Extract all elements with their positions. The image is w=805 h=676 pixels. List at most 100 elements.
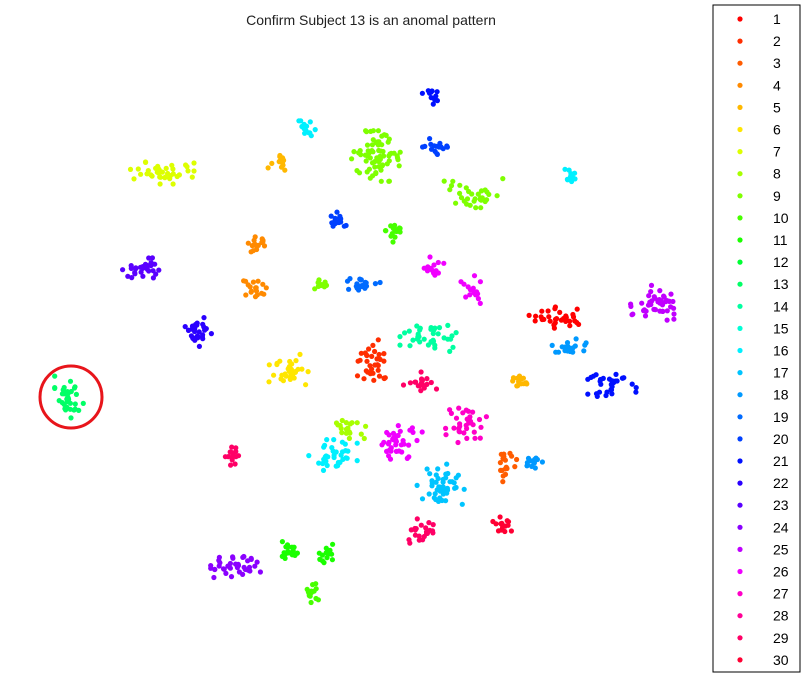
point-subject-26	[465, 284, 471, 290]
point-subject-11	[294, 550, 300, 556]
point-subject-29	[227, 449, 233, 455]
point-subject-9	[386, 136, 392, 142]
point-subject-16	[302, 124, 308, 130]
point-subject-9	[369, 160, 376, 166]
legend-marker-18	[737, 392, 743, 398]
point-subject-16	[335, 459, 341, 466]
point-subject-25	[664, 317, 670, 323]
point-subject-11	[289, 544, 295, 550]
point-subject-24	[252, 563, 258, 569]
point-subject-17	[414, 482, 420, 488]
point-subject-21	[425, 88, 431, 94]
point-subject-22	[208, 331, 214, 337]
point-subject-11	[283, 544, 289, 550]
point-subject-11	[330, 541, 336, 547]
legend-marker-9	[737, 193, 743, 199]
point-subject-14	[406, 328, 412, 334]
point-subject-6	[305, 369, 311, 375]
point-subject-9	[376, 147, 382, 154]
point-subject-18	[524, 462, 531, 468]
point-subject-13	[67, 406, 73, 412]
point-subject-26	[477, 279, 483, 285]
point-subject-8	[358, 431, 364, 437]
series-30	[490, 514, 514, 535]
point-subject-13	[72, 384, 78, 390]
legend-marker-11	[737, 237, 743, 243]
point-subject-21	[597, 378, 603, 384]
series-3	[497, 450, 520, 485]
point-subject-27	[456, 426, 462, 432]
point-subject-19	[347, 276, 353, 282]
series-22	[182, 315, 214, 349]
point-subject-8	[339, 430, 345, 436]
point-subject-16	[343, 455, 349, 461]
point-subject-8	[361, 435, 367, 442]
point-subject-9	[386, 178, 392, 184]
point-subject-8	[347, 421, 353, 427]
point-subject-24	[246, 564, 253, 570]
point-subject-22	[200, 321, 206, 327]
legend-marker-25	[737, 546, 743, 553]
point-subject-17	[432, 491, 438, 497]
legend-marker-19	[737, 414, 743, 420]
point-subject-13	[68, 388, 74, 395]
point-subject-29	[429, 528, 436, 534]
point-subject-13	[59, 391, 65, 397]
point-subject-10	[388, 233, 394, 239]
point-subject-21	[614, 378, 620, 384]
point-subject-7	[163, 165, 169, 171]
point-subject-14	[397, 334, 403, 340]
point-subject-23	[132, 269, 138, 276]
point-subject-16	[568, 171, 575, 177]
point-subject-7	[157, 174, 163, 180]
legend-label-24: 24	[773, 519, 789, 535]
point-subject-7	[191, 168, 197, 174]
point-subject-14	[397, 342, 403, 348]
point-subject-1	[572, 318, 578, 324]
point-subject-18	[549, 342, 555, 348]
legend-marker-21	[737, 458, 743, 464]
point-subject-26	[463, 294, 469, 300]
point-subject-9	[356, 150, 362, 156]
point-subject-29	[412, 532, 418, 538]
point-subject-20	[343, 222, 349, 229]
legend-label-26: 26	[773, 564, 789, 580]
point-subject-24	[233, 561, 239, 567]
point-subject-4	[248, 288, 255, 294]
legend-label-14: 14	[773, 298, 789, 314]
anomaly-highlight-circle	[38, 364, 104, 430]
point-subject-9	[349, 156, 355, 162]
chart-title: Confirm Subject 13 is an anomal pattern	[246, 12, 496, 28]
point-subject-27	[451, 425, 457, 431]
point-subject-16	[345, 448, 351, 454]
point-subject-24	[241, 564, 247, 570]
series-27	[443, 405, 489, 446]
point-subject-22	[192, 337, 198, 343]
point-subject-6	[297, 351, 303, 357]
point-subject-13	[52, 373, 58, 379]
point-subject-7	[149, 173, 155, 179]
point-subject-17	[459, 501, 465, 507]
point-subject-27	[470, 409, 476, 415]
point-subject-17	[438, 484, 444, 490]
legend-marker-7	[737, 149, 743, 155]
legend-marker-22	[737, 480, 743, 486]
point-subject-11	[282, 555, 288, 562]
point-subject-7	[167, 176, 173, 182]
point-subject-14	[402, 330, 408, 336]
point-subject-3	[500, 479, 506, 485]
point-subject-6	[299, 366, 305, 372]
point-subject-14	[441, 335, 447, 341]
point-subject-10	[397, 229, 403, 235]
point-subject-25	[646, 293, 652, 299]
point-subject-29	[420, 382, 426, 389]
point-subject-7	[157, 181, 163, 187]
point-subject-9	[373, 170, 379, 176]
legend-label-13: 13	[773, 276, 789, 292]
point-subject-22	[193, 321, 199, 328]
point-subject-16	[323, 453, 329, 459]
point-subject-8	[354, 420, 360, 426]
point-subject-1	[570, 311, 576, 318]
point-subject-23	[140, 273, 146, 279]
point-subject-17	[419, 496, 426, 502]
